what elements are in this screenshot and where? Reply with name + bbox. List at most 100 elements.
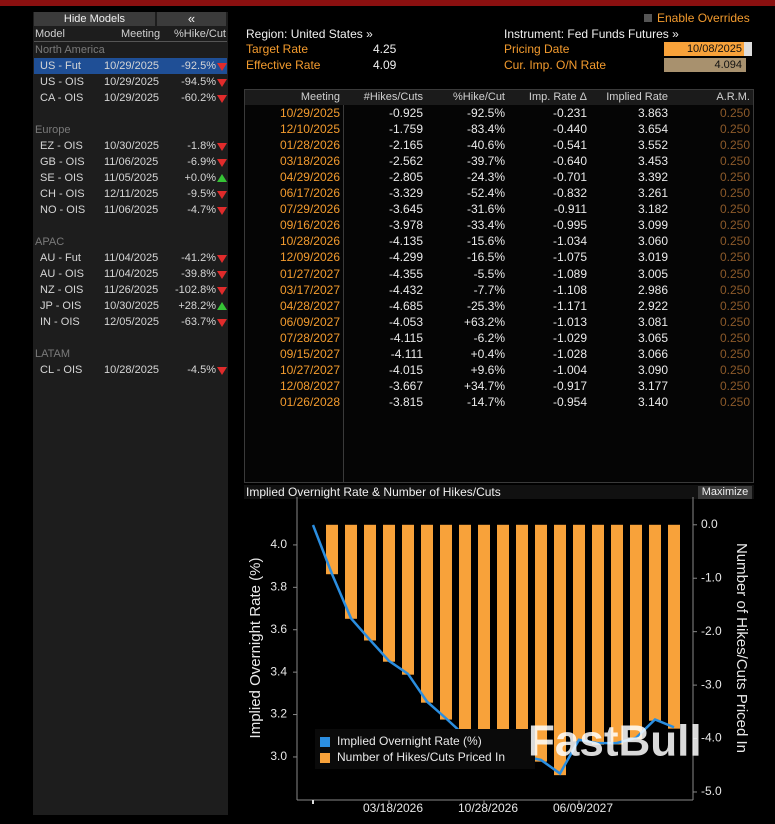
pct-hike-cut[interactable]: +0.0% [184, 172, 217, 184]
group-label: APAC [35, 236, 65, 248]
meeting[interactable]: 12/11/2025 [104, 188, 159, 200]
maximize-button[interactable]: Maximize [698, 486, 752, 499]
y2-axis-label: Number of Hikes/Cuts Priced In [733, 543, 750, 753]
pct-hike-cut[interactable]: -4.5% [187, 364, 216, 376]
table-cell: 10/27/2027 [279, 362, 340, 377]
model[interactable]: AU - Fut [40, 252, 81, 264]
rate-input[interactable]: 4.094 [664, 58, 746, 72]
table-cell: 0.250 [719, 138, 750, 153]
date-picker[interactable] [744, 42, 752, 56]
model[interactable]: EZ - OIS [40, 140, 83, 152]
model[interactable]: CL - OIS [40, 364, 83, 376]
table-cell: -3.978 [388, 218, 423, 233]
pct-hike-cut[interactable]: -9.5% [187, 188, 216, 200]
meeting[interactable]: 10/29/2025 [104, 60, 160, 72]
table-cell: 07/28/2027 [279, 330, 340, 345]
table-cell: -3.645 [388, 202, 423, 217]
table-cell: 2.922 [637, 298, 668, 313]
table-column: Meeting [300, 91, 340, 103]
model[interactable]: CH - OIS [40, 188, 85, 200]
model[interactable]: NO - OIS [40, 204, 86, 216]
bar [345, 524, 357, 619]
collapse-button[interactable]: « [157, 12, 226, 26]
table-cell: -5.5% [473, 266, 505, 281]
enable-overrides[interactable]: Enable Overrides [657, 11, 750, 25]
pct-hike-cut[interactable]: -39.8% [181, 268, 216, 280]
table-cell: 0.250 [719, 394, 750, 409]
table-cell: -1.034 [552, 234, 587, 249]
table-cell: 0.250 [719, 282, 750, 297]
meeting[interactable]: 11/26/2025 [104, 284, 159, 296]
meeting[interactable]: 12/05/2025 [104, 316, 160, 328]
model[interactable]: US - OIS [40, 76, 85, 88]
pct-hike-cut[interactable]: -102.8% [175, 284, 216, 296]
meeting[interactable]: 10/30/2025 [104, 140, 160, 152]
table-cell: -1.029 [552, 330, 587, 345]
pct-hike-cut[interactable]: -63.7% [181, 316, 216, 328]
table-cell: -83.4% [466, 122, 505, 137]
meeting[interactable]: 10/29/2025 [104, 92, 160, 104]
override-checkbox[interactable] [644, 14, 652, 22]
model[interactable]: IN - OIS [40, 316, 80, 328]
pct-hike-cut[interactable]: -1.8% [187, 140, 216, 152]
y-axis-label: Implied Overnight Rate (%) [247, 558, 264, 739]
sidebar [33, 12, 228, 815]
table-cell: -40.6% [466, 138, 505, 153]
table-column: A.R.M. [716, 91, 750, 103]
table-cell: 2.986 [637, 282, 668, 297]
table-cell: 3.552 [637, 138, 668, 153]
table-cell: 0.250 [719, 218, 750, 233]
pct-hike-cut[interactable]: -6.9% [187, 156, 216, 168]
table-cell: 3.099 [637, 218, 668, 233]
table-cell: 01/27/2027 [279, 266, 340, 281]
model[interactable]: GB - OIS [40, 156, 85, 168]
table-cell: +34.7% [463, 378, 505, 393]
model[interactable]: CA - OIS [40, 92, 84, 104]
model[interactable]: SE - OIS [40, 172, 84, 184]
table-cell: -0.954 [552, 394, 587, 409]
meeting[interactable]: 11/04/2025 [104, 268, 159, 280]
down-arrow [217, 79, 227, 87]
y2-tick-label: 0.0 [701, 517, 718, 531]
y-tick-label: 3.6 [270, 622, 287, 636]
model[interactable]: AU - OIS [40, 268, 85, 280]
meeting[interactable]: 10/30/2025 [104, 300, 160, 312]
pct-hike-cut[interactable]: -94.5% [181, 76, 216, 88]
meeting[interactable]: 10/29/2025 [104, 76, 160, 88]
y-tick-label: 4.0 [270, 537, 287, 551]
table-cell: 3.060 [637, 234, 668, 249]
hide-models-button[interactable]: Hide Models [34, 12, 155, 26]
pct-hike-cut[interactable]: -4.7% [187, 204, 216, 216]
instrument[interactable]: Instrument: Fed Funds Futures » [504, 27, 679, 41]
meeting[interactable]: 11/06/2025 [104, 204, 159, 216]
pct-hike-cut[interactable]: +28.2% [178, 300, 216, 312]
bar [668, 524, 680, 729]
down-arrow [217, 159, 227, 167]
pct-hike-cut[interactable]: -92.5% [181, 60, 216, 72]
legend-label: Number of Hikes/Cuts Priced In [337, 750, 505, 764]
meeting[interactable]: 10/28/2025 [104, 364, 160, 376]
meeting[interactable]: 11/06/2025 [104, 156, 159, 168]
model[interactable]: JP - OIS [40, 300, 82, 312]
pct-hike-cut[interactable]: -60.2% [181, 92, 216, 104]
table-cell: 3.392 [637, 170, 668, 185]
meeting[interactable]: 11/04/2025 [104, 252, 159, 264]
model[interactable]: US - Fut [40, 60, 81, 72]
bar [649, 524, 661, 721]
table-cell: 3.261 [637, 186, 668, 201]
bar [383, 524, 395, 662]
table-cell: 07/29/2026 [279, 202, 340, 217]
region[interactable]: Region: United States » [246, 27, 373, 41]
table-cell: -1.089 [552, 266, 587, 281]
meeting[interactable]: 11/05/2025 [104, 172, 159, 184]
table-cell: 3.453 [637, 154, 668, 169]
table-cell: 0.250 [719, 106, 750, 120]
model[interactable]: NZ - OIS [40, 284, 84, 296]
chart-title: Implied Overnight Rate & Number of Hikes… [246, 485, 501, 499]
sidebar-header-line [34, 41, 227, 42]
pct-hike-cut[interactable]: -41.2% [181, 252, 216, 264]
table-cell: 06/17/2026 [279, 186, 340, 201]
bar [516, 524, 528, 758]
table-cell: -1.028 [552, 346, 587, 361]
pricing-date-input[interactable]: 10/08/2025 [664, 42, 746, 56]
